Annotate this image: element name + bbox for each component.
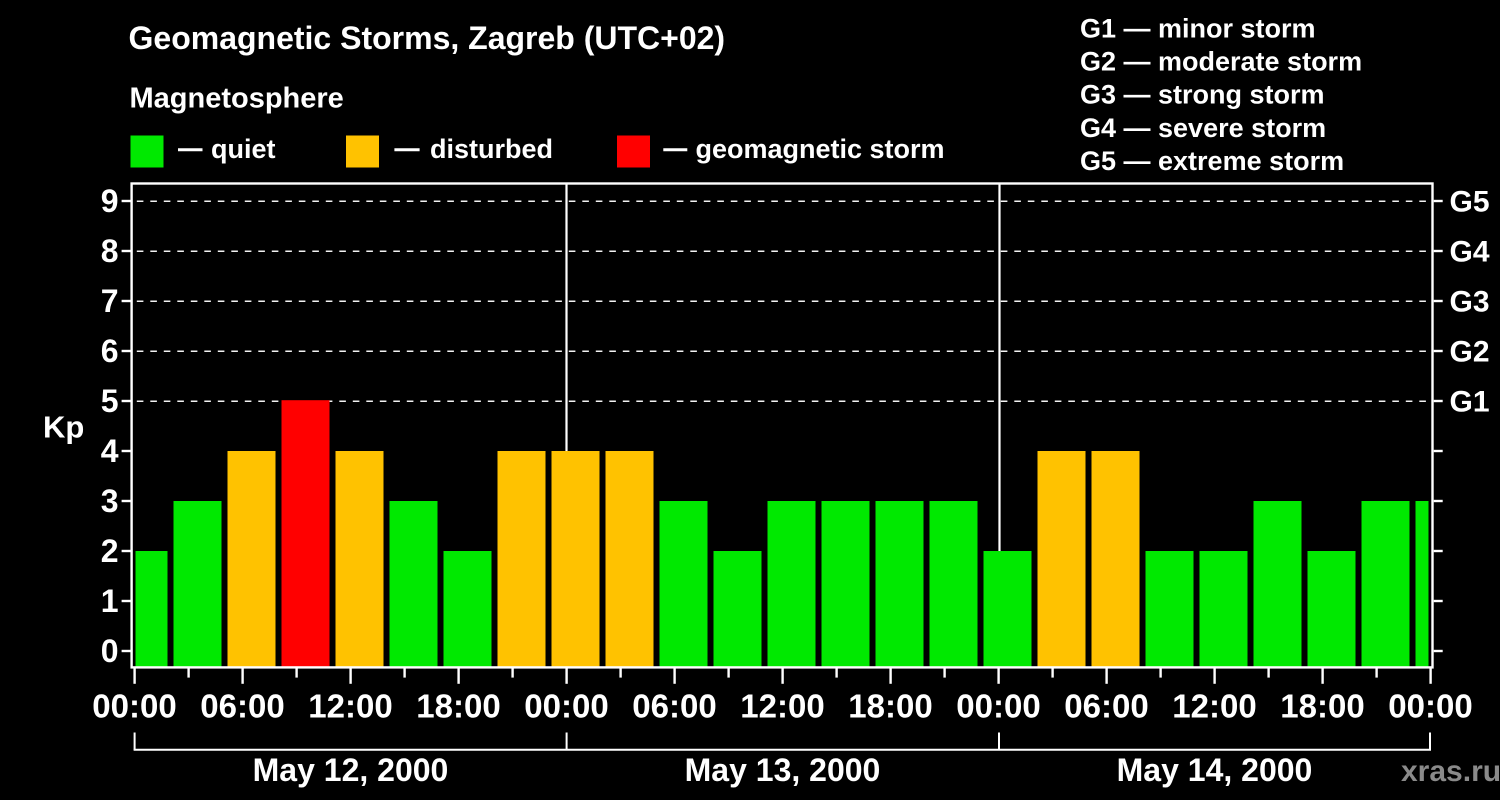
svg-text:7: 7: [101, 283, 119, 319]
svg-text:00:00: 00:00: [92, 688, 176, 725]
svg-text:Magnetosphere: Magnetosphere: [130, 83, 344, 115]
svg-text:18:00: 18:00: [416, 688, 500, 725]
svg-text:12:00: 12:00: [308, 688, 392, 725]
svg-text:G4: G4: [1450, 236, 1490, 269]
svg-text:G5: G5: [1450, 186, 1490, 219]
svg-text:May 14, 2000: May 14, 2000: [1117, 752, 1313, 788]
svg-text:4: 4: [101, 433, 119, 469]
svg-text:12:00: 12:00: [740, 688, 824, 725]
svg-text:12:00: 12:00: [1172, 688, 1256, 725]
svg-text:G2: G2: [1450, 336, 1490, 369]
svg-text:00:00: 00:00: [956, 688, 1040, 725]
svg-text:18:00: 18:00: [848, 688, 932, 725]
svg-text:G1 — minor storm: G1 — minor storm: [1080, 14, 1316, 44]
svg-text:6: 6: [101, 333, 119, 369]
svg-text:disturbed: disturbed: [430, 134, 553, 164]
svg-text:G1: G1: [1450, 386, 1490, 419]
svg-text:May 13, 2000: May 13, 2000: [685, 752, 881, 788]
svg-text:quiet: quiet: [211, 134, 276, 164]
svg-text:Kp: Kp: [43, 410, 84, 445]
svg-text:G3: G3: [1450, 286, 1490, 319]
svg-text:May 12, 2000: May 12, 2000: [253, 752, 449, 788]
svg-text:18:00: 18:00: [1280, 688, 1364, 725]
svg-text:geomagnetic storm: geomagnetic storm: [696, 134, 945, 164]
svg-text:06:00: 06:00: [200, 688, 284, 725]
svg-text:G5 — extreme storm: G5 — extreme storm: [1080, 146, 1344, 176]
svg-text:xras.ru: xras.ru: [1401, 755, 1500, 788]
svg-text:8: 8: [101, 233, 119, 269]
svg-text:5: 5: [101, 383, 119, 419]
svg-text:G3 — strong storm: G3 — strong storm: [1080, 80, 1325, 110]
svg-text:Geomagnetic Storms, Zagreb (UT: Geomagnetic Storms, Zagreb (UTC+02): [129, 20, 726, 56]
svg-text:00:00: 00:00: [524, 688, 608, 725]
svg-text:2: 2: [101, 533, 119, 569]
svg-text:G4 — severe storm: G4 — severe storm: [1080, 113, 1326, 143]
svg-text:00:00: 00:00: [1388, 688, 1472, 725]
svg-text:0: 0: [101, 633, 119, 669]
svg-text:3: 3: [101, 483, 119, 519]
svg-text:06:00: 06:00: [1064, 688, 1148, 725]
svg-text:06:00: 06:00: [632, 688, 716, 725]
svg-text:G2 — moderate storm: G2 — moderate storm: [1080, 47, 1362, 77]
svg-text:9: 9: [101, 183, 119, 219]
svg-text:1: 1: [101, 583, 119, 619]
